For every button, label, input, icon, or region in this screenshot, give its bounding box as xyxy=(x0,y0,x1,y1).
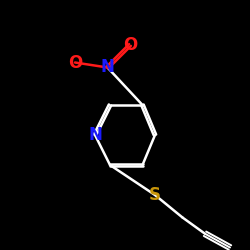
Text: N: N xyxy=(100,58,114,76)
Text: S: S xyxy=(149,186,161,204)
Text: O: O xyxy=(68,54,82,72)
Text: N: N xyxy=(88,126,102,144)
Text: O: O xyxy=(123,36,137,54)
